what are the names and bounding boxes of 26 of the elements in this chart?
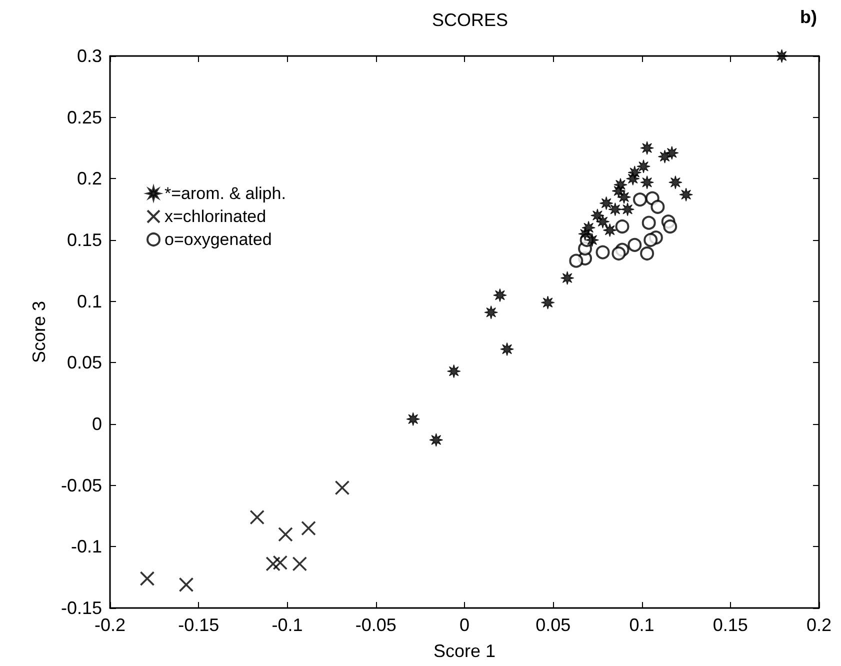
- x-tick-label: 0: [459, 615, 470, 635]
- y-tick-label: 0.1: [76, 291, 102, 312]
- x-tick-label: -0.1: [272, 615, 303, 635]
- y-tick-label: 0: [92, 414, 102, 434]
- y-tick-label: 0.3: [76, 46, 102, 66]
- legend-label: o=oxygenated: [164, 230, 272, 249]
- y-tick-label: 0.05: [66, 352, 102, 373]
- y-tick-label: 0.15: [66, 230, 102, 250]
- x-tick-label: -0.2: [94, 615, 126, 635]
- x-tick-label: 0.05: [536, 615, 571, 635]
- legend-label: x=chlorinated: [164, 207, 266, 226]
- y-axis-title: Score 3: [29, 300, 49, 364]
- y-tick-label: 0.2: [76, 168, 102, 189]
- x-tick-label: 0.1: [629, 615, 654, 635]
- y-tick-label: -0.05: [60, 475, 102, 496]
- text: b): [800, 7, 818, 27]
- y-tick-label: 0.25: [66, 107, 102, 128]
- y-tick-label: -0.15: [60, 598, 102, 618]
- x-tick-label: 0.15: [712, 615, 748, 635]
- x-tick-label: 0.2: [806, 615, 832, 635]
- y-tick-label: -0.1: [70, 536, 102, 557]
- chart-title: SCORES: [432, 10, 508, 30]
- x-axis-title: Score 1: [433, 641, 496, 661]
- legend-label: *=arom. & aliph.: [164, 184, 286, 203]
- x-tick-label: -0.05: [355, 615, 396, 635]
- x-tick-label: -0.15: [178, 615, 220, 635]
